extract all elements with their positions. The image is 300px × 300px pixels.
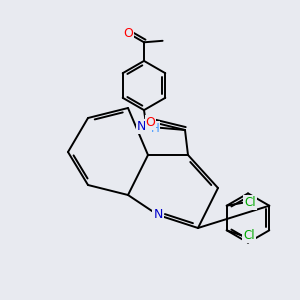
Text: Cl: Cl — [244, 196, 256, 209]
Text: O: O — [124, 27, 133, 40]
Text: O: O — [146, 116, 155, 128]
Text: N: N — [153, 208, 163, 221]
Text: Cl: Cl — [243, 229, 255, 242]
Text: H: H — [150, 122, 159, 135]
Text: N: N — [137, 120, 147, 133]
